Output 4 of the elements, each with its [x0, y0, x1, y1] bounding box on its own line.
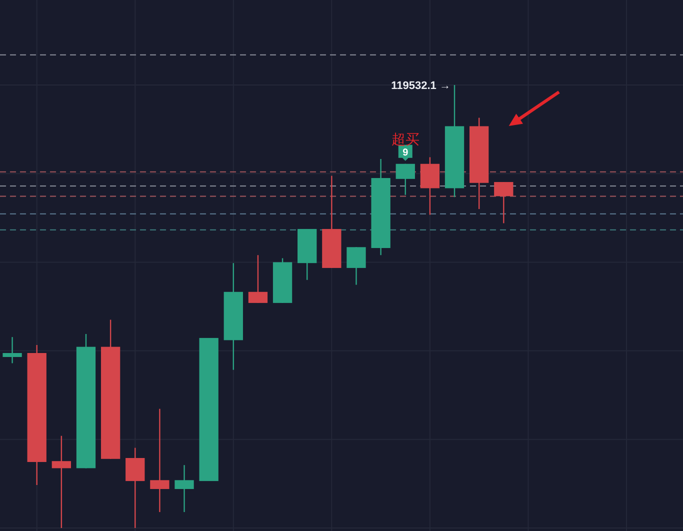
annotation: 119532.1 → [391, 80, 451, 92]
annotation: 超买 [391, 130, 420, 147]
annotation: 9 [402, 147, 409, 158]
annotation: 9 [398, 144, 412, 161]
